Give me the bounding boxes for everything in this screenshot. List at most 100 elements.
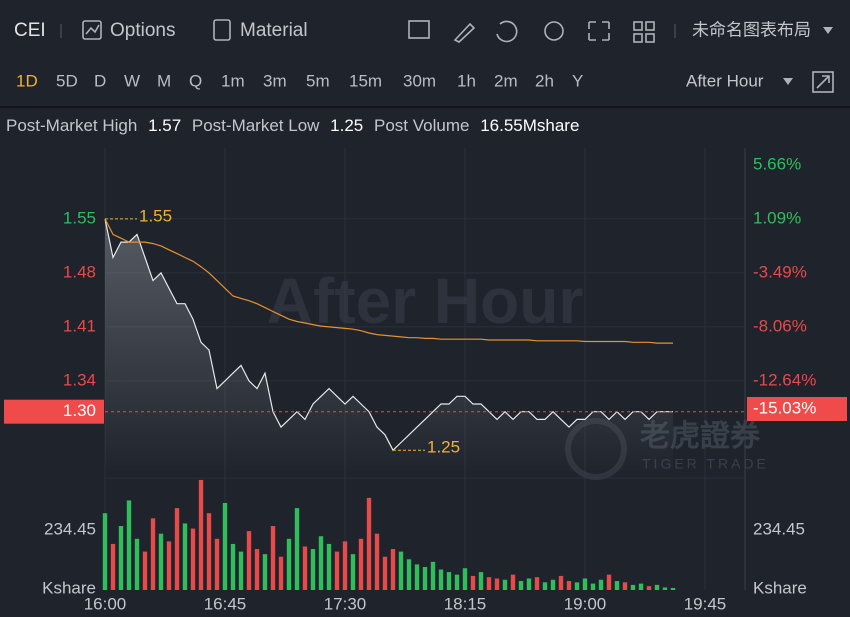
settings-icon[interactable] [544,21,564,41]
symbol[interactable]: CEI [14,20,46,41]
last-change-label: -15.03% [753,398,816,417]
options-icon-line [85,24,100,35]
layout-icon[interactable] [633,21,643,31]
volume-bar [102,513,108,590]
info-value: 1.25 [330,116,363,135]
layout-icon[interactable] [633,33,643,43]
y2-tick-label: 5.66% [753,154,801,173]
fullscreen-icon[interactable] [588,21,610,41]
period-button[interactable]: 2h [535,71,554,90]
layout-name[interactable]: 未命名图表布局 [692,20,811,39]
volume-bar [174,508,180,590]
options-button[interactable]: Options [110,20,175,41]
volume-bar [614,581,620,590]
layout-icon[interactable] [645,21,655,31]
volume-bar [278,556,284,590]
period-button[interactable]: 1h [457,71,476,90]
draw-icon[interactable] [453,22,476,43]
volume-unit: Kshare [42,578,96,597]
volume-bar [590,583,596,590]
volume-bar [230,543,236,590]
period-button[interactable]: 30m [403,71,436,90]
volume-bar [630,584,636,590]
period-button[interactable]: 5m [306,71,330,90]
volume-bar [246,531,252,590]
layout-icon[interactable] [645,33,655,43]
expand-arrow [816,75,830,89]
volume-bar [414,564,420,590]
y-tick-label: 1.41 [63,316,96,335]
x-tick-label: 19:45 [684,594,727,613]
watermark: After Hour [267,265,583,337]
y2-tick-label: -12.64% [753,370,816,389]
period-button[interactable]: 1D [16,71,38,90]
indicator-icon[interactable] [408,20,430,39]
expand-icon[interactable] [812,71,834,93]
y-tick-label: 1.48 [63,262,96,281]
session-select[interactable]: After Hour [686,71,764,90]
volume-bar [198,479,204,590]
volume-bar [254,549,260,590]
info-value: 1.57 [148,116,181,135]
dropdown-arrow [823,27,833,34]
volume-bar [270,526,276,590]
material-button[interactable]: Material [240,20,308,41]
last-price-badge [4,399,104,424]
volume-bar [406,559,412,590]
volume-bar [294,508,300,590]
info-value: 16.55Mshare [480,116,579,135]
volume-bar [206,513,212,590]
dropdown-arrow [783,78,793,85]
volume-bar [350,554,356,590]
period-button[interactable]: W [124,71,140,90]
price-area [105,218,673,478]
volume-bar [454,574,460,590]
volume-bar [166,541,172,590]
volume-bar [150,518,156,590]
volume-bar [582,578,588,590]
period-button[interactable]: M [157,71,171,90]
period-button[interactable]: 15m [349,71,382,90]
material-icon [213,19,231,41]
volume-bar [598,579,604,590]
volume-bar [318,536,324,590]
period-button[interactable]: D [94,71,106,90]
volume-bar [238,551,244,590]
period-button[interactable]: 1m [221,71,245,90]
info-label: Post-Market High [6,116,137,135]
y-tick-label: 1.55 [63,208,96,227]
x-tick-label: 17:30 [324,594,367,613]
volume-bar [430,561,436,590]
last-price-label: 1.30 [63,401,96,420]
period-button[interactable]: Y [572,71,583,90]
volume-bar [286,538,292,590]
volume-bar [262,554,268,590]
volume-bar [182,523,188,590]
volume-bar [110,543,116,590]
volume-bar [662,587,668,590]
volume-bar [462,568,468,590]
y2-tick-label: -3.49% [753,262,807,281]
average-line [104,218,673,344]
period-button[interactable]: Q [189,71,202,90]
volume-bar [558,575,564,590]
volume-bar [494,578,500,590]
volume-bar [638,583,644,590]
period-button[interactable]: 5D [56,71,78,90]
reset-icon[interactable] [496,20,518,43]
volume-bar [358,538,364,590]
info-row: Post-Market High 1.57 Post-Market Low 1.… [6,116,579,135]
period-button[interactable]: 2m [494,71,518,90]
volume-bar [542,582,548,590]
volume-unit: Kshare [753,578,807,597]
volume-bar [190,528,196,590]
period-button[interactable]: 3m [263,71,287,90]
volume-bar [326,543,332,590]
volume-tick-label: 234.45 [44,519,96,538]
volume-bar [574,582,580,590]
volume-bar [486,577,492,590]
volume-bar [158,533,164,590]
y-tick-label: 1.34 [63,370,96,389]
volume-bar [646,586,652,590]
